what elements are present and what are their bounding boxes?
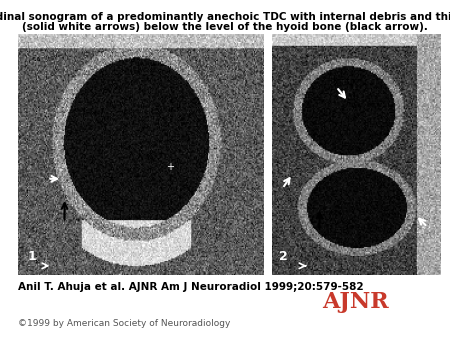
Text: (solid white arrows) below the level of the hyoid bone (black arrow).: (solid white arrows) below the level of … — [22, 22, 428, 32]
Text: AJNR: AJNR — [322, 291, 389, 313]
Text: Longitudinal sonogram of a predominantly anechoic TDC with internal debris and t: Longitudinal sonogram of a predominantly… — [0, 12, 450, 22]
Text: Anil T. Ahuja et al. AJNR Am J Neuroradiol 1999;20:579-582: Anil T. Ahuja et al. AJNR Am J Neuroradi… — [18, 282, 364, 292]
Text: +: + — [166, 162, 174, 172]
Text: AMERICAN JOURNAL OF NEURORADIOLOGY: AMERICAN JOURNAL OF NEURORADIOLOGY — [296, 318, 415, 323]
Text: 1: 1 — [28, 250, 36, 263]
Text: ©1999 by American Society of Neuroradiology: ©1999 by American Society of Neuroradiol… — [18, 319, 230, 329]
Text: 2: 2 — [279, 250, 288, 263]
